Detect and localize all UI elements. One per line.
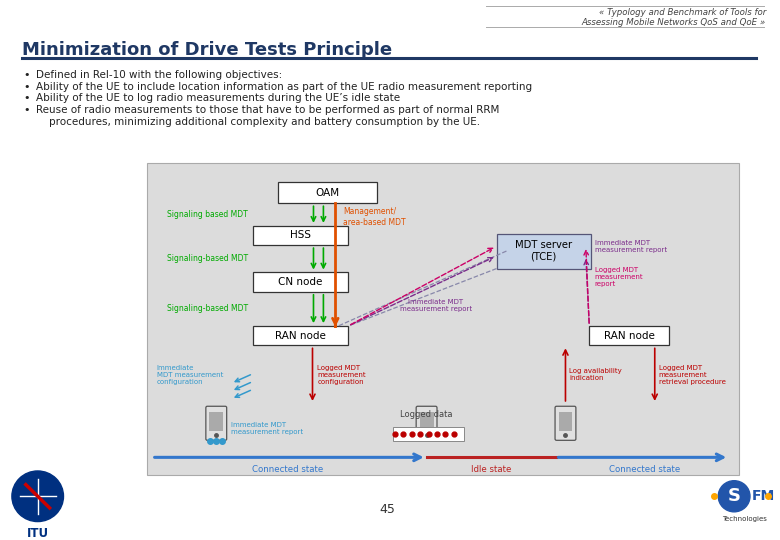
Text: Immediate MDT
measurement report: Immediate MDT measurement report bbox=[594, 240, 667, 253]
FancyBboxPatch shape bbox=[589, 326, 668, 346]
FancyBboxPatch shape bbox=[253, 273, 348, 292]
FancyBboxPatch shape bbox=[209, 411, 223, 431]
Text: RAN node: RAN node bbox=[275, 330, 326, 341]
Text: Immediate MDT
measurement report: Immediate MDT measurement report bbox=[400, 299, 472, 312]
Text: Defined in Rel-10 with the following objectives:: Defined in Rel-10 with the following obj… bbox=[36, 70, 282, 80]
Text: Ability of the UE to include location information as part of the UE radio measur: Ability of the UE to include location in… bbox=[36, 82, 532, 92]
Text: Connected state: Connected state bbox=[252, 465, 324, 474]
Text: Log availability
indication: Log availability indication bbox=[569, 368, 622, 381]
Text: Reuse of radio measurements to those that have to be performed as part of normal: Reuse of radio measurements to those tha… bbox=[36, 105, 499, 127]
Text: Immediate MDT
measurement report: Immediate MDT measurement report bbox=[231, 422, 303, 435]
Text: •: • bbox=[24, 105, 30, 115]
Text: ITU: ITU bbox=[27, 528, 49, 540]
Text: Logged MDT
measurement
retrieval procedure: Logged MDT measurement retrieval procedu… bbox=[659, 364, 725, 384]
FancyBboxPatch shape bbox=[206, 406, 227, 440]
Text: Management/
area-based MDT: Management/ area-based MDT bbox=[343, 207, 406, 227]
Text: •: • bbox=[24, 82, 30, 92]
Text: OAM: OAM bbox=[315, 188, 339, 198]
FancyBboxPatch shape bbox=[393, 427, 464, 441]
FancyBboxPatch shape bbox=[555, 406, 576, 440]
Text: CN node: CN node bbox=[278, 277, 323, 287]
Circle shape bbox=[12, 471, 63, 522]
Text: Logged MDT
measurement
report: Logged MDT measurement report bbox=[594, 267, 644, 287]
Text: HSS: HSS bbox=[290, 231, 311, 240]
Text: Logged data: Logged data bbox=[400, 410, 453, 418]
FancyBboxPatch shape bbox=[253, 226, 348, 245]
Text: Immediate
MDT measurement
configuration: Immediate MDT measurement configuration bbox=[157, 365, 223, 385]
Text: •: • bbox=[24, 70, 30, 80]
Text: Technologies: Technologies bbox=[722, 516, 767, 522]
Text: Signaling-based MDT: Signaling-based MDT bbox=[167, 305, 248, 313]
Text: Idle state: Idle state bbox=[471, 465, 511, 474]
Text: 45: 45 bbox=[379, 503, 395, 516]
Text: Minimization of Drive Tests Principle: Minimization of Drive Tests Principle bbox=[22, 41, 392, 59]
Text: Ability of the UE to log radio measurements during the UE’s idle state: Ability of the UE to log radio measureme… bbox=[36, 93, 400, 104]
Text: •: • bbox=[24, 93, 30, 104]
FancyBboxPatch shape bbox=[420, 411, 434, 431]
FancyBboxPatch shape bbox=[558, 411, 573, 431]
FancyBboxPatch shape bbox=[497, 233, 590, 268]
Text: RAN node: RAN node bbox=[604, 330, 654, 341]
Circle shape bbox=[718, 481, 750, 512]
Text: S: S bbox=[728, 487, 741, 505]
Text: « Typology and Benchmark of Tools for
Assessing Mobile Networks QoS and QoE »: « Typology and Benchmark of Tools for As… bbox=[582, 8, 766, 27]
Text: Signaling-based MDT: Signaling-based MDT bbox=[167, 254, 248, 264]
Text: Connected state: Connected state bbox=[609, 465, 680, 474]
FancyBboxPatch shape bbox=[147, 164, 739, 475]
Text: MDT server
(TCE): MDT server (TCE) bbox=[515, 240, 573, 262]
FancyBboxPatch shape bbox=[253, 326, 348, 346]
Text: FM: FM bbox=[752, 489, 775, 503]
FancyBboxPatch shape bbox=[417, 406, 437, 440]
FancyBboxPatch shape bbox=[278, 182, 377, 204]
Text: Signaling based MDT: Signaling based MDT bbox=[167, 210, 248, 219]
Text: Logged MDT
measurement
configuration: Logged MDT measurement configuration bbox=[317, 364, 366, 384]
